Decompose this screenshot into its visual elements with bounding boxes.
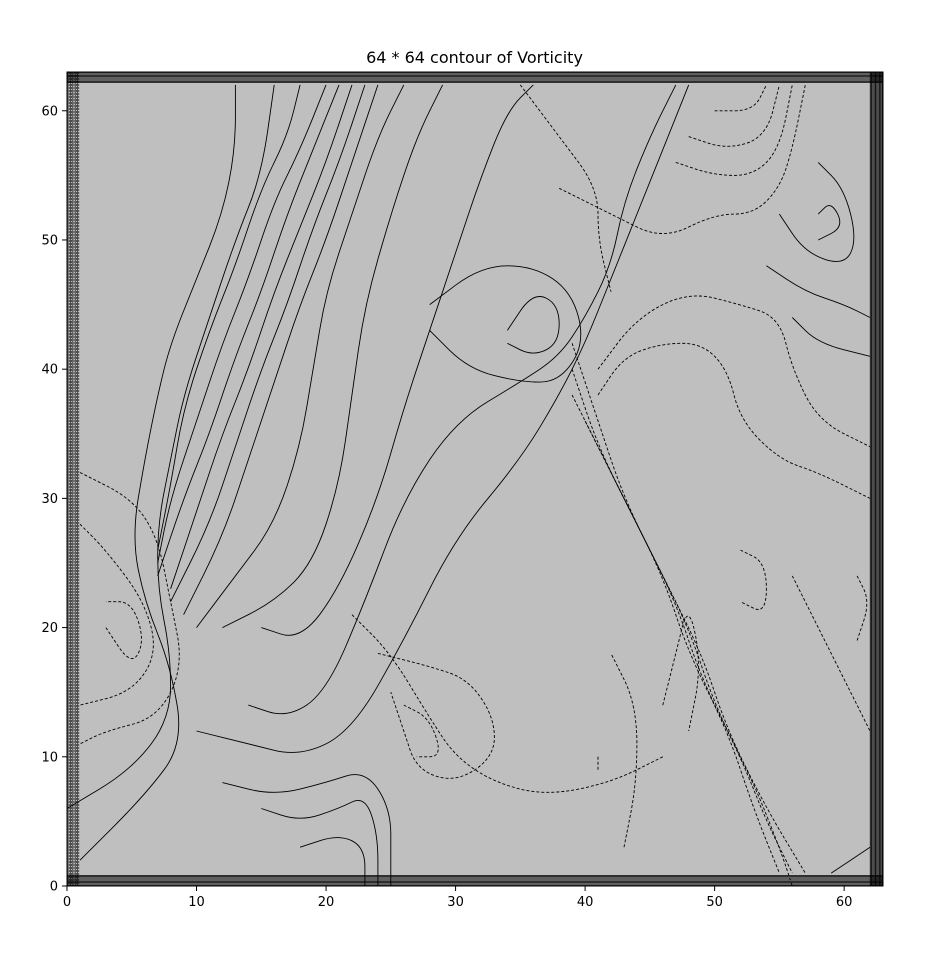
positive-contour-line [791, 317, 871, 357]
x-tick-label: 0 [63, 895, 71, 910]
x-tick-label: 20 [318, 895, 335, 910]
positive-contour-line [157, 84, 327, 564]
x-axis: 0 10 20 30 40 50 60 [63, 886, 853, 910]
positive-contour-line [429, 265, 582, 383]
positive-contour-line [79, 84, 236, 861]
positive-contour-line [157, 84, 301, 551]
negative-contour-line [740, 549, 767, 610]
negative-contour-line [403, 704, 439, 758]
negative-contour-line [610, 653, 638, 848]
positive-contour-line [817, 205, 841, 241]
y-tick-label: 30 [41, 492, 58, 507]
negative-contour-line [597, 342, 871, 499]
y-axis: 0 10 20 30 40 50 60 [41, 104, 67, 895]
negative-contour-line [584, 420, 806, 874]
positive-contour-line [183, 84, 379, 615]
positive-contour-line [830, 846, 871, 874]
plot-area [66, 71, 884, 887]
positive-contour-line [261, 84, 534, 636]
positive-contour-line [779, 162, 855, 262]
y-tick-label: 10 [41, 750, 58, 765]
positive-contour-line [766, 265, 871, 318]
negative-contour-line [79, 523, 154, 706]
chart-title: 64 * 64 contour of Vorticity [366, 48, 583, 67]
positive-contour-line [196, 84, 690, 753]
positive-contour-line [66, 84, 275, 809]
plot-background [67, 72, 883, 886]
plot-frame [66, 71, 884, 887]
x-tick-label: 60 [836, 895, 853, 910]
positive-contour-line [248, 84, 677, 715]
negative-contour-line [662, 615, 699, 732]
negative-contour-line [856, 575, 868, 641]
y-tick-label: 40 [41, 363, 58, 378]
y-tick-label: 50 [41, 233, 58, 248]
negative-contour-line [79, 472, 180, 745]
contour-lines [66, 84, 871, 887]
x-tick-label: 30 [447, 895, 464, 910]
negative-contour-line [558, 84, 806, 234]
y-tick-label: 0 [50, 880, 58, 895]
positive-contour-line [170, 84, 353, 589]
x-tick-label: 10 [188, 895, 205, 910]
negative-contour-line [519, 84, 612, 292]
positive-contour-line [507, 296, 560, 354]
negative-contour-line [791, 575, 871, 732]
negative-contour-line [571, 369, 793, 874]
negative-contour-line [688, 84, 780, 147]
positive-contour-line [222, 84, 444, 629]
positive-contour-line [222, 774, 392, 886]
x-tick-label: 50 [706, 895, 723, 910]
positive-contour-line [299, 837, 366, 886]
negative-contour-line [105, 601, 142, 659]
positive-contour-line [261, 799, 379, 886]
positive-contour-line [170, 84, 366, 602]
negative-contour-line [377, 652, 495, 779]
x-tick-label: 40 [577, 895, 594, 910]
negative-contour-line [714, 84, 767, 112]
negative-contour-line [675, 84, 793, 176]
positive-contour-line [157, 84, 340, 577]
negative-contour-line [597, 295, 871, 448]
negative-contour-line [571, 394, 793, 887]
boundary-bands [67, 72, 883, 886]
y-tick-label: 20 [41, 621, 58, 636]
negative-contour-line [571, 343, 780, 874]
positive-contour-line [196, 84, 405, 628]
y-tick-label: 60 [41, 104, 58, 119]
negative-contour-line [351, 614, 664, 793]
